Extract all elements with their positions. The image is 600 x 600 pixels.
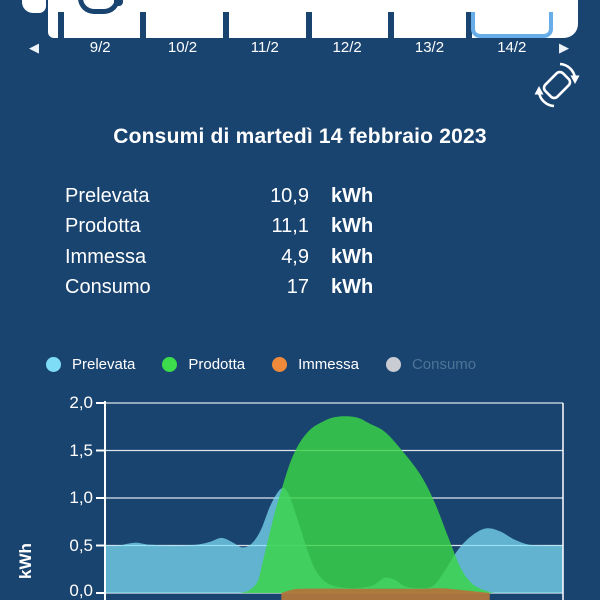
summary-unit: kWh <box>331 184 374 207</box>
legend-dot-prelevata <box>46 357 61 372</box>
selected-day-window[interactable] <box>471 12 553 38</box>
rotate-screen-button[interactable] <box>531 59 583 111</box>
legend-dot-prodotta <box>162 357 178 372</box>
series-areas <box>105 416 563 600</box>
rotate-device-icon <box>534 62 580 108</box>
y-axis-tick-label: 0,5 <box>69 536 93 555</box>
day-tab-3[interactable]: 12/2 <box>332 39 362 56</box>
y-axis-tick-label: 0,0 <box>69 581 93 600</box>
slider-tick <box>466 12 472 38</box>
chart-legend: Prelevata Prodotta Immessa Consumo <box>46 356 503 373</box>
summary-row-consumo: Consumo 17 kWh <box>65 273 389 304</box>
axes <box>96 401 564 600</box>
summary-row-prelevata: Prelevata 10,9 kWh <box>65 181 389 212</box>
slider-tick <box>140 12 146 38</box>
legend-item-immessa[interactable]: Immessa <box>272 356 359 373</box>
legend-label: Prodotta <box>188 356 246 373</box>
consumption-area-chart <box>96 401 564 600</box>
legend-label: Consumo <box>411 356 477 373</box>
summary-value: 4,9 <box>281 245 309 268</box>
page-title: Consumi di martedì 14 febbraio 2023 <box>113 125 487 148</box>
legend-dot-consumo <box>385 357 401 372</box>
day-tabs: 9/2 10/2 11/2 12/2 13/2 14/2 <box>59 38 553 58</box>
summary-unit: kWh <box>331 276 374 299</box>
legend-dot-immessa <box>272 357 288 372</box>
slider-tick <box>223 12 229 38</box>
summary-row-immessa: Immessa 4,9 kWh <box>65 242 389 273</box>
legend-item-consumo[interactable]: Consumo <box>385 356 477 373</box>
y-axis-tick-label: 1,5 <box>69 441 93 460</box>
y-axis-tick-label: 2,0 <box>69 393 93 412</box>
area-immessa <box>281 588 490 600</box>
prev-day-button[interactable]: ◀ <box>29 40 39 55</box>
summary-value: 10,9 <box>270 184 309 207</box>
area-prodotta <box>240 416 495 593</box>
summary-value: 11,1 <box>271 215 309 238</box>
summary-unit: kWh <box>331 215 374 238</box>
next-day-button[interactable]: ▶ <box>559 40 569 55</box>
slider-tick <box>58 12 64 38</box>
summary-label: Prodotta <box>65 215 141 238</box>
summary-value: 17 <box>286 276 309 299</box>
day-tab-2[interactable]: 11/2 <box>250 39 279 56</box>
cutoff-graph-dot <box>114 0 123 6</box>
day-tab-5[interactable]: 14/2 <box>497 39 527 56</box>
slider-left-endcap <box>22 0 46 13</box>
legend-item-prelevata[interactable]: Prelevata <box>46 356 135 373</box>
legend-item-prodotta[interactable]: Prodotta <box>162 356 245 373</box>
summary-table: Prelevata 10,9 kWh Prodotta 11,1 kWh Imm… <box>65 181 389 303</box>
summary-label: Prelevata <box>65 184 150 207</box>
slider-tick <box>306 12 312 38</box>
day-tab-0[interactable]: 9/2 <box>89 39 111 56</box>
legend-label: Prelevata <box>72 356 136 373</box>
summary-row-prodotta: Prodotta 11,1 kWh <box>65 212 389 243</box>
summary-label: Immessa <box>65 245 147 268</box>
date-range-slider[interactable] <box>48 0 578 38</box>
day-tab-4[interactable]: 13/2 <box>414 39 445 56</box>
legend-label: Immessa <box>298 356 359 373</box>
day-tab-1[interactable]: 10/2 <box>167 39 198 56</box>
summary-unit: kWh <box>331 245 374 268</box>
slider-tick <box>388 12 394 38</box>
y-axis-tick-label: 1,0 <box>69 488 93 507</box>
summary-label: Consumo <box>65 276 151 299</box>
